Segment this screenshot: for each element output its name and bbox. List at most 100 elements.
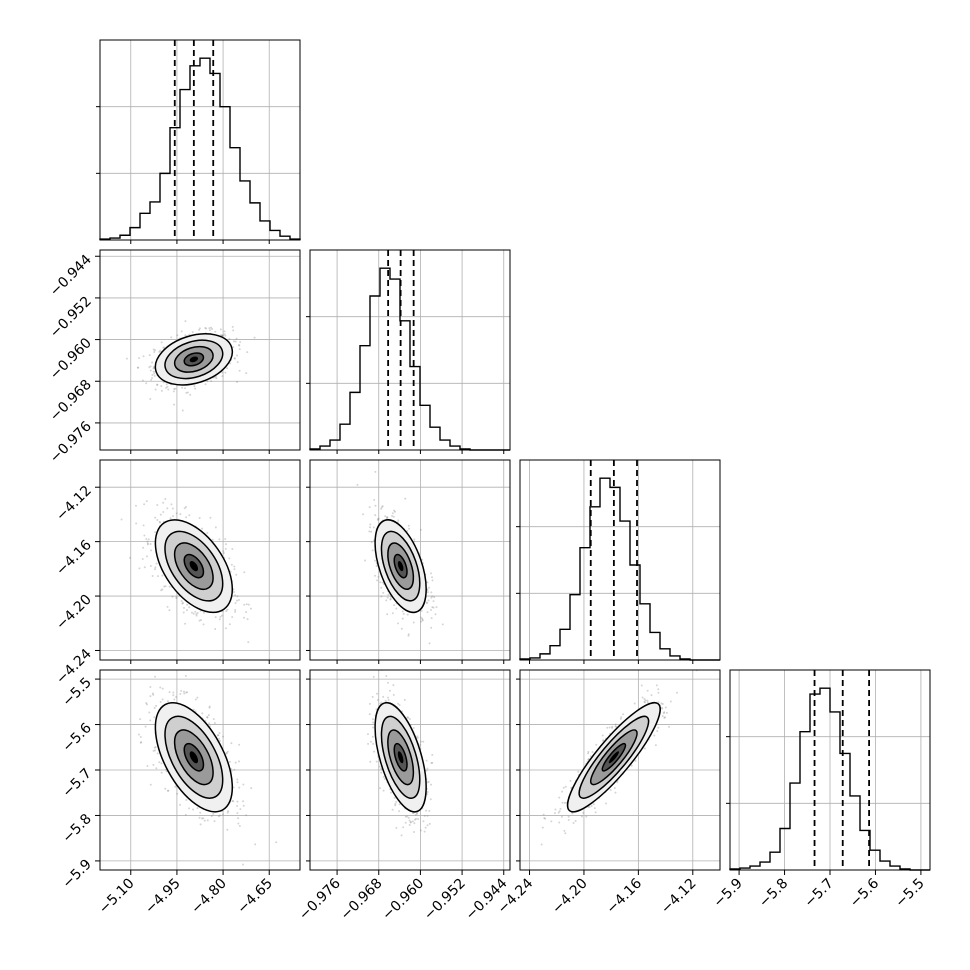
scatter-point: [153, 372, 156, 375]
scatter-point: [389, 597, 392, 600]
scatter-point: [162, 381, 165, 384]
scatter-point: [382, 591, 385, 594]
scatter-point: [550, 820, 553, 823]
scatter-point: [192, 808, 195, 811]
scatter-point: [382, 776, 385, 779]
scatter-point: [230, 742, 233, 745]
scatter-point: [390, 791, 393, 794]
histogram-bin: [160, 173, 170, 240]
scatter-point: [394, 510, 397, 513]
scatter-point: [171, 507, 174, 510]
scatter-point: [369, 523, 372, 526]
scatter-point: [238, 786, 241, 789]
histogram-bin: [270, 230, 280, 240]
histogram-bin: [410, 367, 420, 450]
density-panel: [100, 250, 300, 450]
scatter-point: [376, 518, 379, 521]
scatter-point: [543, 817, 546, 820]
histogram-bin: [560, 629, 570, 660]
scatter-point: [231, 547, 234, 550]
scatter-point: [146, 765, 149, 768]
scatter-point: [376, 579, 379, 582]
scatter-point: [362, 513, 365, 516]
histogram-bin: [430, 427, 440, 450]
scatter-point: [643, 700, 646, 703]
scatter-point: [406, 815, 409, 818]
contour-line: [154, 333, 234, 386]
scatter-point: [167, 789, 170, 792]
scatter-point: [235, 573, 238, 576]
histogram-bin: [760, 862, 770, 870]
scatter-point: [415, 817, 418, 820]
scatter-point: [243, 571, 246, 574]
histogram-bin: [770, 852, 780, 870]
scatter-point: [245, 603, 248, 606]
scatter-point: [218, 814, 221, 817]
scatter-point: [152, 370, 155, 373]
scatter-point: [176, 792, 179, 795]
scatter-point: [152, 693, 155, 696]
scatter-point: [186, 391, 189, 394]
scatter-point: [640, 684, 643, 687]
scatter-point: [222, 550, 225, 553]
scatter-point: [184, 813, 187, 816]
scatter-point: [380, 506, 383, 509]
scatter-point: [146, 555, 149, 558]
scatter-point: [154, 749, 157, 752]
scatter-point: [419, 528, 422, 531]
scatter-point: [192, 708, 195, 711]
scatter-point: [412, 727, 415, 730]
scatter-point: [669, 700, 672, 703]
scatter-point: [154, 516, 157, 519]
histogram-bin: [440, 440, 450, 450]
scatter-point: [226, 750, 229, 753]
scatter-point: [391, 515, 394, 518]
scatter-point: [661, 702, 664, 705]
scatter-point: [587, 752, 590, 755]
histogram-bin: [600, 478, 610, 660]
scatter-point: [185, 691, 188, 694]
scatter-point: [643, 701, 646, 704]
scatter-point: [160, 389, 163, 392]
scatter-point: [160, 385, 163, 387]
scatter-point: [153, 716, 156, 719]
scatter-point: [587, 758, 590, 761]
scatter-point: [411, 820, 414, 823]
density-panel: [520, 670, 720, 870]
histogram-bin: [830, 712, 840, 870]
scatter-point: [406, 613, 409, 616]
scatter-point: [211, 538, 214, 541]
scatter-point: [182, 611, 185, 614]
scatter-point: [151, 361, 154, 364]
scatter-point: [224, 543, 227, 546]
scatter-point: [400, 627, 403, 630]
scatter-point: [376, 699, 379, 702]
scatter-point: [662, 712, 665, 715]
scatter-point: [139, 718, 142, 721]
density-core: [397, 751, 404, 764]
scatter-point: [408, 527, 411, 530]
scatter-point: [426, 767, 429, 770]
scatter-point: [229, 362, 232, 365]
scatter-point: [237, 822, 240, 825]
y-tick-label: −4.20: [53, 592, 95, 634]
scatter-point: [373, 498, 376, 501]
histogram-bin: [580, 548, 590, 660]
scatter-point: [228, 337, 231, 340]
scatter-point: [391, 512, 394, 515]
panel-frame: [519, 459, 721, 661]
scatter-point: [657, 726, 660, 729]
scatter-point: [235, 599, 238, 602]
scatter-point: [369, 760, 372, 763]
scatter-point: [563, 801, 566, 804]
scatter-point: [558, 821, 561, 824]
scatter-point: [428, 809, 431, 812]
scatter-point: [368, 713, 371, 716]
scatter-point: [233, 565, 236, 568]
density-core: [189, 356, 199, 363]
scatter-point: [425, 809, 428, 812]
scatter-point: [356, 483, 359, 486]
scatter-point: [646, 699, 649, 702]
scatter-point: [166, 789, 169, 792]
scatter-point: [245, 372, 248, 375]
